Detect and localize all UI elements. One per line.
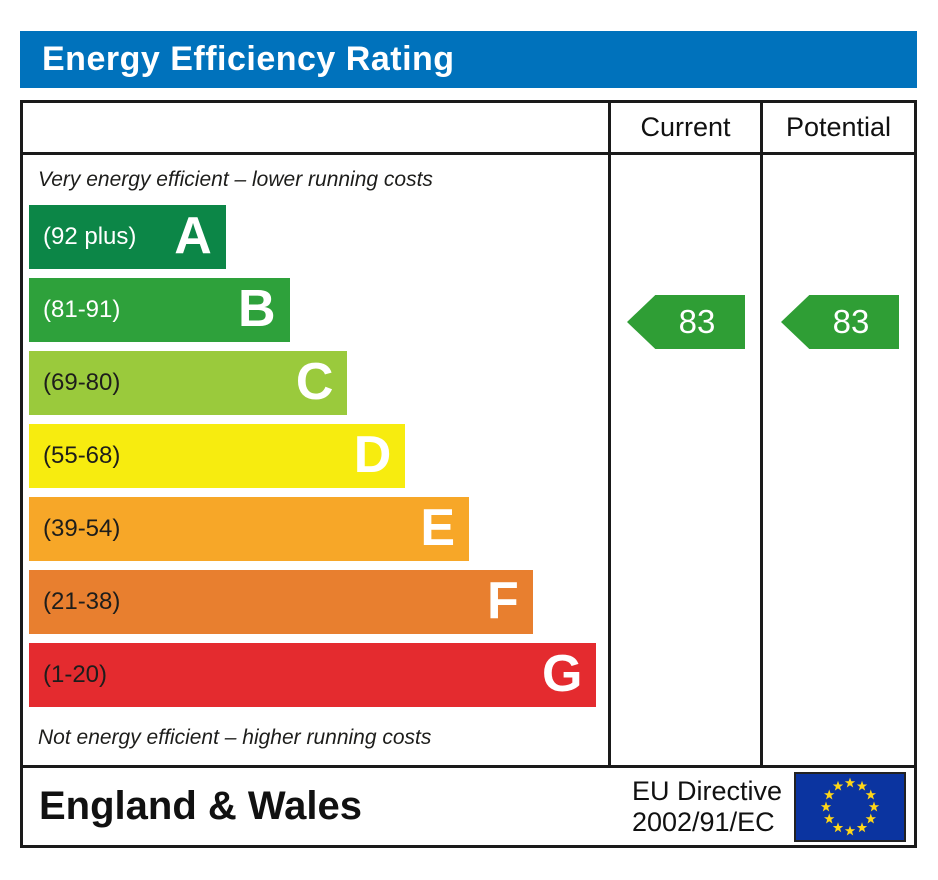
table-header-row: Current Potential — [23, 103, 914, 155]
bottom-note: Not energy efficient – higher running co… — [38, 723, 608, 753]
eu-directive-label: EU Directive 2002/91/EC — [632, 776, 782, 838]
current-rating-value: 83 — [679, 303, 716, 341]
header-cell-potential: Potential — [763, 103, 914, 152]
top-note: Very energy efficient – lower running co… — [38, 165, 608, 195]
band-range-label: (21-38) — [43, 588, 120, 616]
header-cell-current: Current — [611, 103, 763, 152]
potential-rating-value: 83 — [833, 303, 870, 341]
band-range-label: (69-80) — [43, 369, 120, 397]
band-row-D: (55-68) D — [29, 424, 405, 488]
current-rating-cell: 83 — [611, 155, 763, 765]
band-letter: G — [542, 648, 582, 700]
band-range-label: (92 plus) — [43, 223, 136, 251]
potential-rating-cell: 83 — [763, 155, 914, 765]
epc-energy-efficiency-chart: Energy Efficiency Rating Current Potenti… — [0, 0, 938, 880]
eu-flag-icon — [794, 772, 906, 842]
band-range-label: (1-20) — [43, 661, 107, 689]
band-row-G: (1-20) G — [29, 643, 596, 707]
potential-rating-arrow: 83 — [781, 295, 899, 349]
band-row-C: (69-80) C — [29, 351, 347, 415]
band-row-B: (81-91) B — [29, 278, 290, 342]
bands-container: (92 plus) A (81-91) B (69-80) C (55-68) D (39-54… — [29, 205, 608, 707]
band-range-label: (39-54) — [43, 515, 120, 543]
band-row-A: (92 plus) A — [29, 205, 226, 269]
bands-area: Very energy efficient – lower running co… — [23, 155, 611, 765]
eu-directive-line1: EU Directive — [632, 776, 782, 807]
region-label: England & Wales — [39, 784, 362, 829]
band-letter: A — [174, 210, 212, 262]
eu-directive-line2: 2002/91/EC — [632, 807, 782, 838]
band-letter: D — [354, 429, 392, 481]
title-bar: Energy Efficiency Rating — [20, 31, 917, 88]
band-row-E: (39-54) E — [29, 497, 469, 561]
band-letter: E — [420, 502, 455, 554]
band-row-F: (21-38) F — [29, 570, 533, 634]
current-rating-arrow: 83 — [627, 295, 745, 349]
band-letter: F — [487, 575, 519, 627]
rating-table: Current Potential Very energy efficient … — [20, 100, 917, 848]
band-range-label: (55-68) — [43, 442, 120, 470]
band-letter: C — [296, 356, 334, 408]
header-cell-empty — [23, 103, 611, 152]
table-body-row: Very energy efficient – lower running co… — [23, 155, 914, 765]
band-range-label: (81-91) — [43, 296, 120, 324]
table-footer-row: England & Wales EU Directive 2002/91/EC — [23, 765, 914, 845]
page-title: Energy Efficiency Rating — [42, 40, 455, 79]
band-letter: B — [238, 283, 276, 335]
